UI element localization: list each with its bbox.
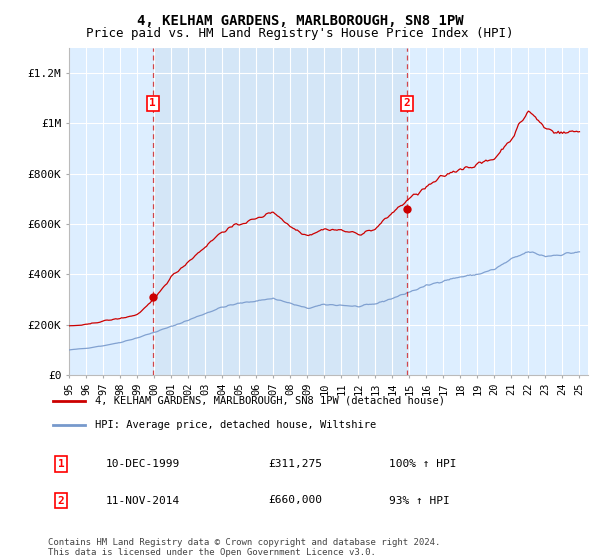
- Text: 10-DEC-1999: 10-DEC-1999: [106, 459, 180, 469]
- Text: £660,000: £660,000: [269, 496, 323, 506]
- Text: 100% ↑ HPI: 100% ↑ HPI: [389, 459, 457, 469]
- Text: Price paid vs. HM Land Registry's House Price Index (HPI): Price paid vs. HM Land Registry's House …: [86, 27, 514, 40]
- Text: 4, KELHAM GARDENS, MARLBOROUGH, SN8 1PW (detached house): 4, KELHAM GARDENS, MARLBOROUGH, SN8 1PW …: [95, 396, 445, 406]
- Text: 93% ↑ HPI: 93% ↑ HPI: [389, 496, 450, 506]
- Text: 1: 1: [58, 459, 65, 469]
- Text: 1: 1: [149, 99, 156, 108]
- Text: Contains HM Land Registry data © Crown copyright and database right 2024.
This d: Contains HM Land Registry data © Crown c…: [48, 538, 440, 557]
- Text: 2: 2: [404, 99, 410, 108]
- Text: £311,275: £311,275: [269, 459, 323, 469]
- Text: 11-NOV-2014: 11-NOV-2014: [106, 496, 180, 506]
- Text: 4, KELHAM GARDENS, MARLBOROUGH, SN8 1PW: 4, KELHAM GARDENS, MARLBOROUGH, SN8 1PW: [137, 14, 463, 28]
- Text: HPI: Average price, detached house, Wiltshire: HPI: Average price, detached house, Wilt…: [95, 420, 377, 430]
- Bar: [153, 48, 407, 375]
- Text: 2: 2: [58, 496, 65, 506]
